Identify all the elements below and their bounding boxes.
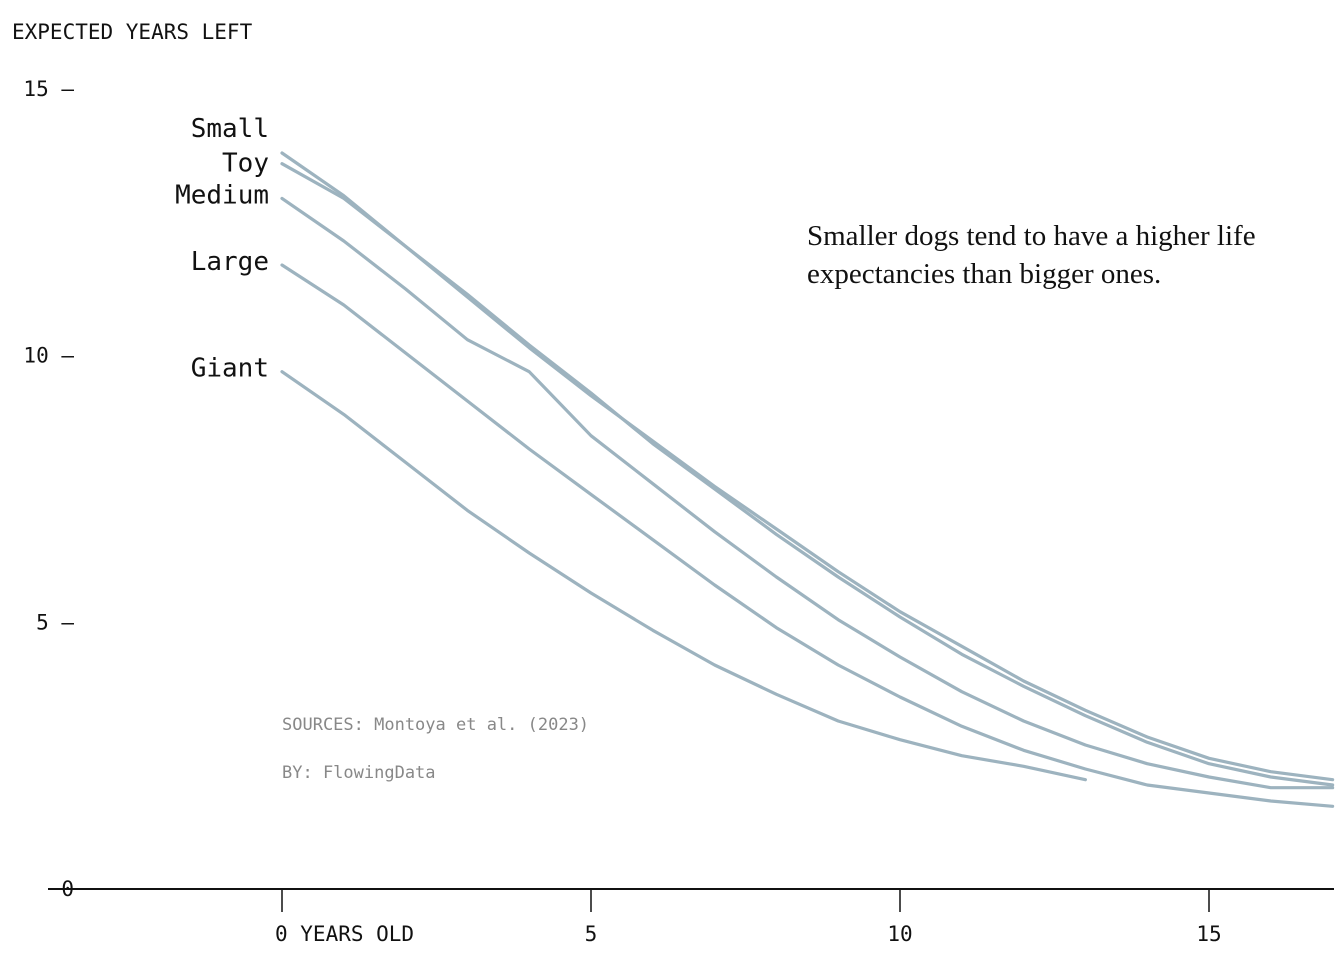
annotation-line-1: Smaller dogs tend to have a higher life xyxy=(807,220,1256,252)
series-label-medium: Medium xyxy=(175,180,269,210)
annotation-line-2: expectancies than bigger ones. xyxy=(807,258,1161,290)
y-tick-label: 15 — xyxy=(23,77,74,101)
y-tick-label: 5 — xyxy=(36,610,74,634)
annotation-text: Smaller dogs tend to have a higher life e… xyxy=(807,220,1256,290)
series-line-large xyxy=(280,263,1335,808)
byline-note: BY: FlowingData xyxy=(282,763,436,783)
series-label-small: Small xyxy=(191,114,269,144)
sources-note: SOURCES: Montoya et al. (2023) xyxy=(282,715,589,735)
y-axis-ticks: 15 —10 —5 —0 xyxy=(23,77,74,901)
x-tick-label: 5 xyxy=(585,922,598,946)
x-tick-label: 0 YEARS OLD xyxy=(275,922,414,946)
x-tick-label: 15 xyxy=(1196,922,1221,946)
series-label-toy: Toy xyxy=(222,149,269,179)
series-line-toy xyxy=(280,162,1335,787)
series-label-large: Large xyxy=(191,247,269,277)
series-label-giant: Giant xyxy=(191,354,269,384)
series-line-medium xyxy=(280,196,1335,790)
series-line-giant xyxy=(280,370,1088,782)
y-tick-label: 10 — xyxy=(23,344,74,368)
series-line-small xyxy=(280,151,1335,782)
series-lines xyxy=(280,151,1335,808)
y-axis-title: EXPECTED YEARS LEFT xyxy=(12,20,253,44)
x-axis-ticks: 0 YEARS OLD 5 10 15 xyxy=(275,889,1222,946)
x-tick-label: 10 xyxy=(887,922,912,946)
